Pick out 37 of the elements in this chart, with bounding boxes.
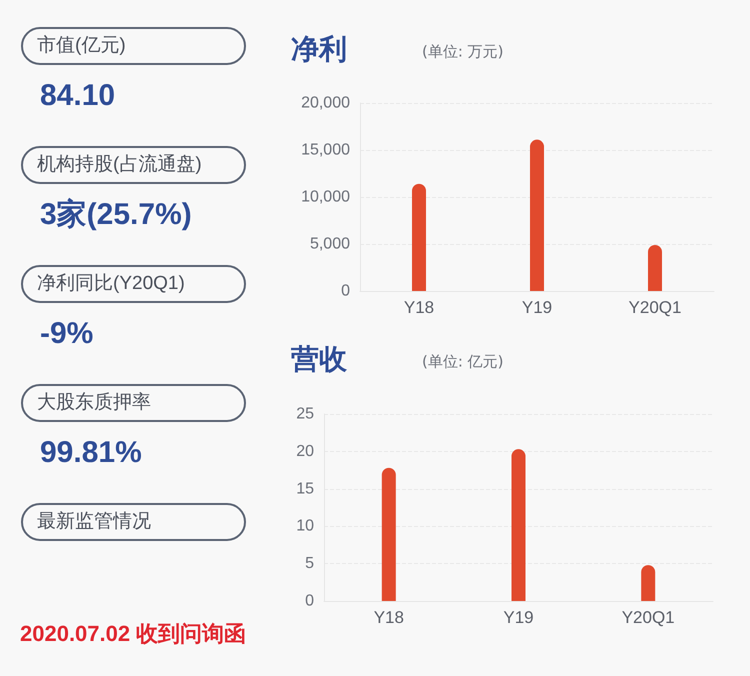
y-tick-label: 25 — [296, 406, 314, 422]
text: 84.10 — [40, 78, 116, 114]
text: 最新监管情况 — [37, 510, 151, 534]
x-tick-label: Y20Q1 — [628, 298, 682, 317]
chart-subtitle: (单位: 亿元) — [422, 352, 504, 370]
text: 净利同比(Y20Q1) — [37, 272, 185, 296]
y-tick-label: 0 — [305, 592, 314, 610]
x-tick-label: Y19 — [503, 608, 534, 627]
bar — [530, 140, 544, 291]
x-tick-label: Y19 — [522, 298, 552, 317]
bar — [412, 184, 426, 291]
chart-subtitle: (单位: 万元) — [422, 42, 504, 60]
text: 3家(25.7%) — [40, 197, 192, 233]
x-tick-label: Y18 — [374, 608, 404, 627]
y-tick-label: 15,000 — [301, 142, 350, 158]
y-tick-label: 10,000 — [301, 188, 350, 206]
bar — [641, 565, 656, 601]
bar — [512, 449, 526, 601]
y-tick-label: 5,000 — [310, 236, 350, 252]
y-tick-label: 5 — [305, 555, 314, 572]
bar — [648, 244, 662, 291]
y-tick-label: 0 — [341, 282, 350, 300]
text: 99.81% — [40, 435, 142, 471]
text: -9% — [40, 316, 94, 352]
y-tick-label: 20,000 — [301, 94, 350, 112]
y-tick-label: 15 — [296, 480, 314, 498]
text: 大股东质押率 — [37, 391, 151, 415]
chart-title: 营收 — [290, 342, 348, 376]
text: 机构持股(占流通盘) — [37, 153, 202, 177]
y-tick-label: 20 — [296, 442, 314, 460]
x-tick-label: Y20Q1 — [622, 608, 675, 627]
chart-title: 净利 — [291, 32, 347, 66]
bar — [382, 468, 396, 601]
text: 2020.07.02 收到问询函 — [20, 620, 246, 648]
x-tick-label: Y18 — [404, 298, 434, 317]
y-tick-label: 10 — [296, 518, 314, 535]
text: 市值(亿元) — [37, 34, 126, 58]
